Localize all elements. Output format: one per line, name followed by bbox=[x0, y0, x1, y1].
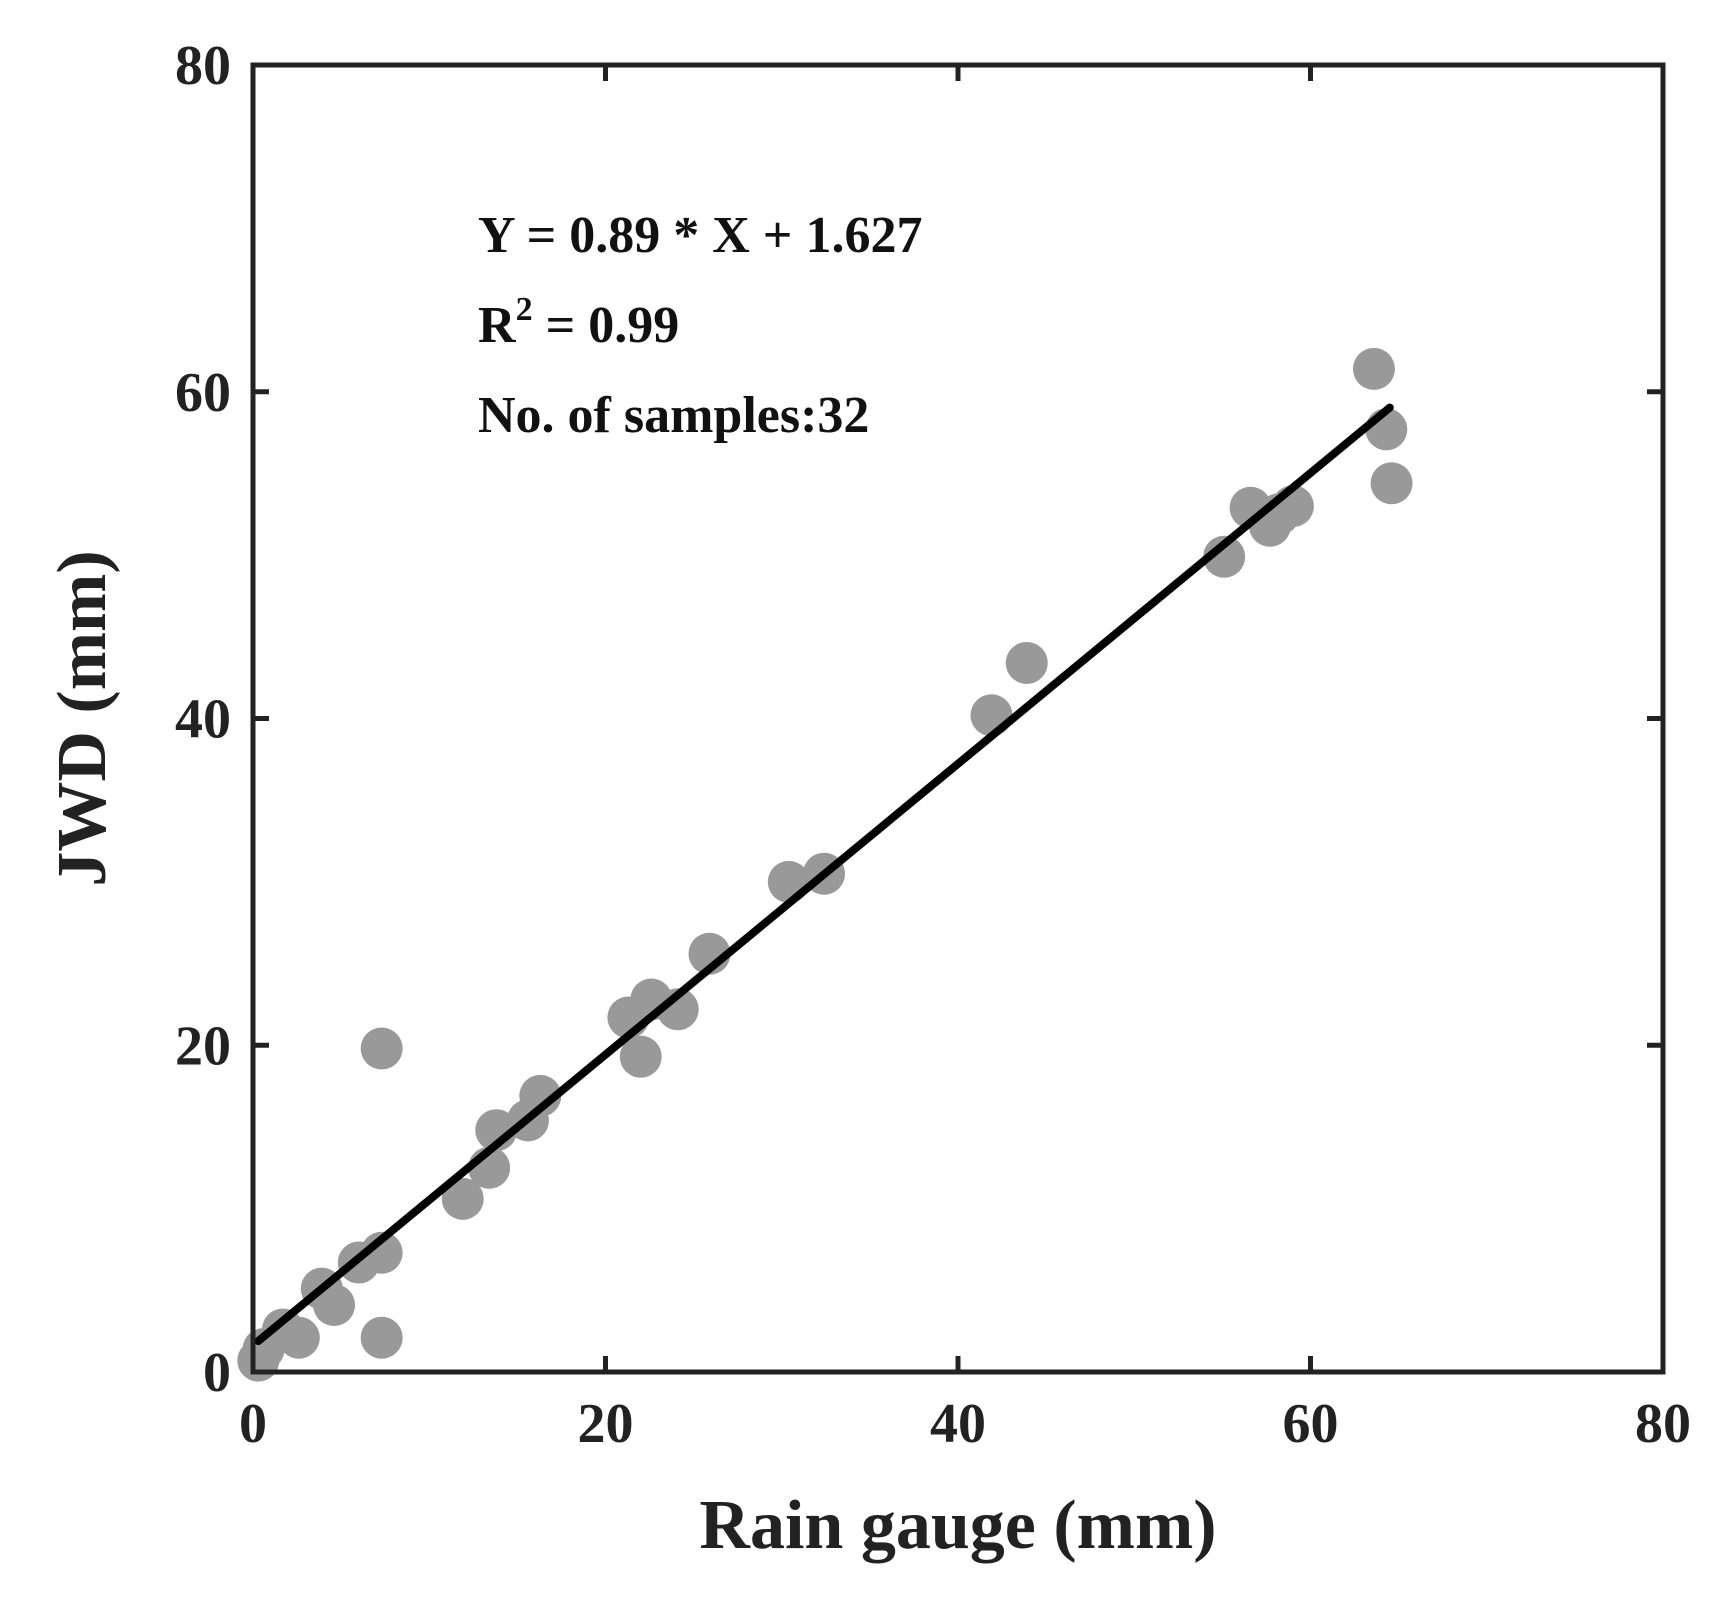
x-tick-label-3: 60 bbox=[1283, 1393, 1339, 1455]
r-squared-value: = 0.99 bbox=[533, 297, 680, 354]
fit-line bbox=[254, 403, 1394, 1346]
data-point-24 bbox=[1203, 535, 1246, 578]
y-tick-label-0: 0 bbox=[203, 1342, 231, 1404]
data-point-10 bbox=[441, 1177, 484, 1220]
fit-line-layer bbox=[254, 403, 1394, 1346]
data-point-30 bbox=[1370, 462, 1413, 505]
r-squared-prefix: R bbox=[478, 297, 517, 354]
data-point-8 bbox=[360, 1316, 403, 1359]
data-point-14 bbox=[519, 1074, 562, 1117]
fit-equation: Y = 0.89 * X + 1.627 bbox=[478, 207, 922, 264]
x-tick-labels: 0 20 40 60 80 bbox=[239, 1393, 1691, 1455]
y-tick-label-1: 20 bbox=[175, 1015, 231, 1077]
x-tick-label-1: 20 bbox=[578, 1393, 634, 1455]
y-tick-label-2: 40 bbox=[175, 689, 231, 751]
x-tick-label-0: 0 bbox=[239, 1393, 267, 1455]
data-point-22 bbox=[970, 694, 1013, 737]
data-point-9 bbox=[360, 1027, 403, 1070]
data-point-3 bbox=[277, 1316, 320, 1359]
data-point-5 bbox=[313, 1284, 356, 1327]
data-point-20 bbox=[767, 860, 810, 903]
r-squared: R2 = 0.99 bbox=[478, 291, 679, 354]
sample-count: No. of samples:32 bbox=[478, 387, 869, 444]
data-point-23 bbox=[1005, 641, 1048, 684]
data-point-7 bbox=[360, 1231, 403, 1274]
x-axis-title: Rain gauge (mm) bbox=[699, 1487, 1216, 1564]
data-point-28 bbox=[1352, 347, 1395, 390]
y-axis-title: JWD (mm) bbox=[44, 550, 121, 886]
x-tick-label-4: 80 bbox=[1635, 1393, 1691, 1455]
y-tick-label-4: 80 bbox=[175, 35, 231, 97]
y-tick-labels: 0 20 40 60 80 bbox=[175, 35, 231, 1404]
x-tick-label-2: 40 bbox=[930, 1393, 986, 1455]
y-tick-label-3: 60 bbox=[175, 362, 231, 424]
data-point-16 bbox=[619, 1035, 662, 1078]
axis-ticks bbox=[250, 62, 1666, 1375]
r-squared-exponent: 2 bbox=[516, 291, 533, 328]
